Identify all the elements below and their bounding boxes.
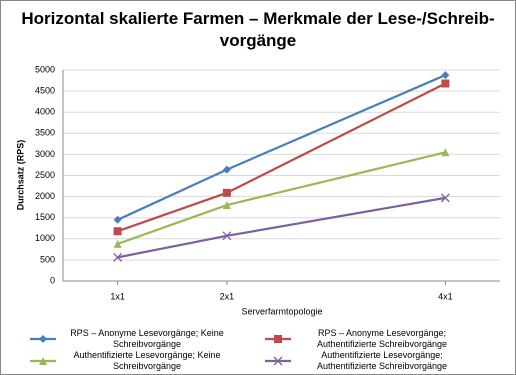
y-tick-label: 1500 bbox=[35, 212, 55, 222]
y-tick-label: 4000 bbox=[35, 107, 55, 117]
y-tick-label: 500 bbox=[40, 254, 55, 264]
series-line bbox=[117, 196, 446, 259]
marker bbox=[274, 335, 282, 343]
x-tick-label: 2x1 bbox=[220, 291, 235, 301]
marker bbox=[222, 165, 231, 174]
y-tick-label: 4500 bbox=[35, 85, 55, 95]
marker bbox=[222, 231, 232, 241]
marker bbox=[441, 71, 450, 80]
y-tick-label: 3000 bbox=[35, 149, 55, 159]
marker bbox=[222, 188, 231, 197]
legend-label: RPS – Anonyme Lesevorgänge; Keine Schrei… bbox=[70, 328, 224, 349]
marker bbox=[39, 335, 47, 343]
legend-label: Authentifizierte Lesevorgänge; Authentif… bbox=[316, 350, 448, 371]
y-tick-label: 5000 bbox=[35, 64, 55, 74]
series-line bbox=[117, 74, 446, 221]
y-axis-label: Durchsatz (RPS) bbox=[15, 140, 25, 211]
y-tick-label: 2500 bbox=[35, 170, 55, 180]
y-tick-label: 2000 bbox=[35, 191, 55, 201]
marker bbox=[113, 215, 122, 224]
y-tick-label: 1000 bbox=[35, 233, 55, 243]
y-tick-label: 0 bbox=[50, 275, 55, 285]
legend-label: RPS – Anonyme Lesevorgänge; Authentifizi… bbox=[316, 328, 448, 349]
marker bbox=[273, 356, 283, 366]
marker bbox=[440, 193, 450, 203]
y-tick-label: 3500 bbox=[35, 128, 55, 138]
marker bbox=[113, 227, 122, 236]
x-tick-label: 1x1 bbox=[110, 291, 125, 301]
marker bbox=[113, 239, 122, 248]
legend-label: Authentifizierte Lesevorgänge; Keine Sch… bbox=[73, 350, 221, 371]
marker bbox=[441, 148, 450, 157]
marker bbox=[113, 252, 123, 262]
x-tick-label: 4x1 bbox=[438, 291, 453, 301]
marker bbox=[441, 79, 450, 88]
marker bbox=[39, 357, 47, 365]
x-axis-label: Serverfarmtopologie bbox=[241, 306, 322, 316]
chart-title: Horizontal skalierte Farmen – Merkmale d… bbox=[21, 9, 495, 50]
marker bbox=[222, 201, 231, 210]
series-line bbox=[117, 82, 446, 233]
